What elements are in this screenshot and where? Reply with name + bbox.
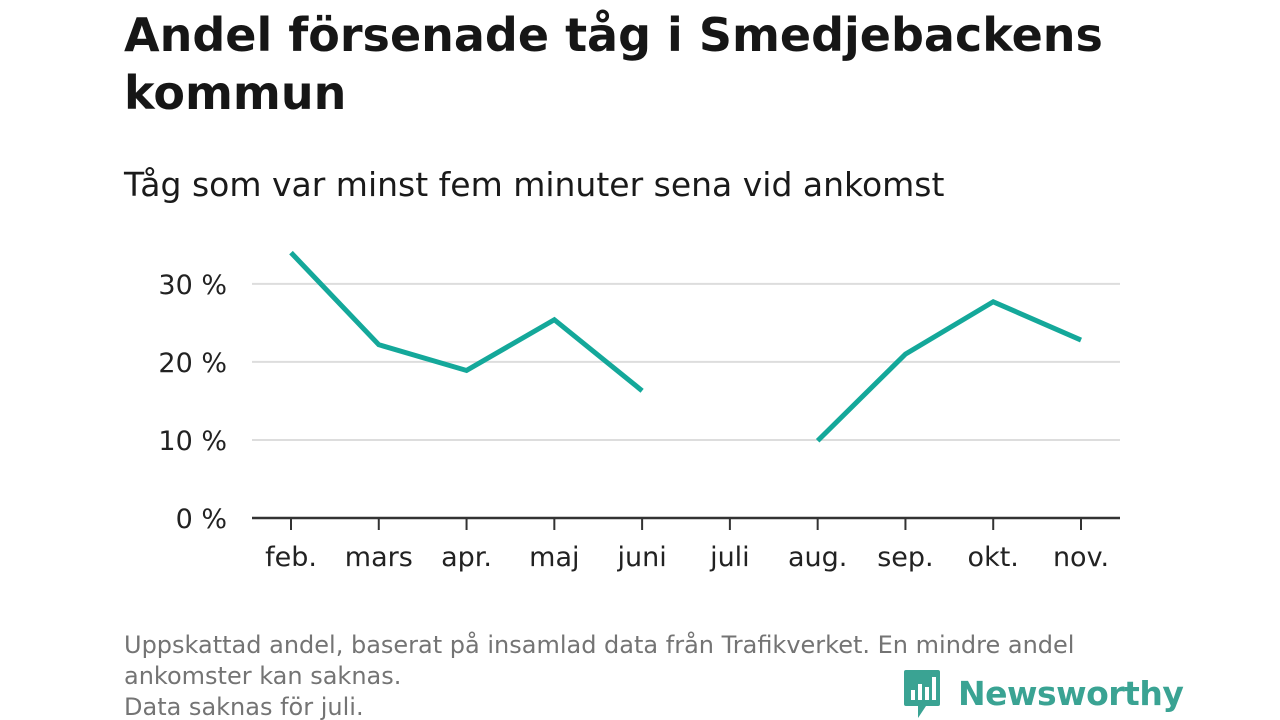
- x-tick-label: nov.: [1053, 542, 1109, 573]
- newsworthy-logo-icon: [904, 670, 940, 718]
- x-tick-label: juni: [616, 542, 666, 573]
- x-tick-label: okt.: [968, 542, 1019, 573]
- chart-title: Andel försenade tåg i Smedjebackens komm…: [124, 8, 1103, 120]
- x-tick-label: juli: [709, 542, 750, 573]
- brand-name: Newsworthy: [958, 674, 1184, 713]
- series-line-segment: [815, 298, 1082, 443]
- x-tick-label: feb.: [265, 542, 317, 573]
- footnote-line-1: Uppskattad andel, baserat på insamlad da…: [124, 631, 1075, 659]
- footnote-line-2: ankomster kan saknas.: [124, 662, 402, 690]
- chart-subtitle: Tåg som var minst fem minuter sena vid a…: [124, 165, 945, 204]
- y-tick-label: 10 %: [158, 426, 227, 457]
- brand: Newsworthy: [902, 668, 1184, 720]
- footnote: Uppskattad andel, baserat på insamlad da…: [124, 630, 1164, 720]
- gridlines: [252, 282, 1120, 441]
- y-tick-label: 0 %: [176, 504, 227, 535]
- x-tick-label: apr.: [441, 542, 492, 573]
- footnote-line-3: Data saknas för juli.: [124, 693, 364, 720]
- y-tick-label: 20 %: [158, 348, 227, 379]
- data-series: [289, 250, 1082, 443]
- y-tick-label: 30 %: [158, 270, 227, 301]
- x-tick-label: mars: [345, 542, 413, 573]
- series-line-segment: [289, 250, 644, 393]
- x-tick-label: sep.: [877, 542, 933, 573]
- x-tick-label: maj: [529, 542, 579, 573]
- x-axis: [252, 516, 1120, 530]
- x-tick-label: aug.: [788, 542, 847, 573]
- y-axis-tick-labels: 0 % 10 % 20 % 30 %: [158, 270, 227, 535]
- x-axis-tick-labels: feb. mars apr. maj juni juli aug. sep. okt. nov.: [265, 542, 1109, 573]
